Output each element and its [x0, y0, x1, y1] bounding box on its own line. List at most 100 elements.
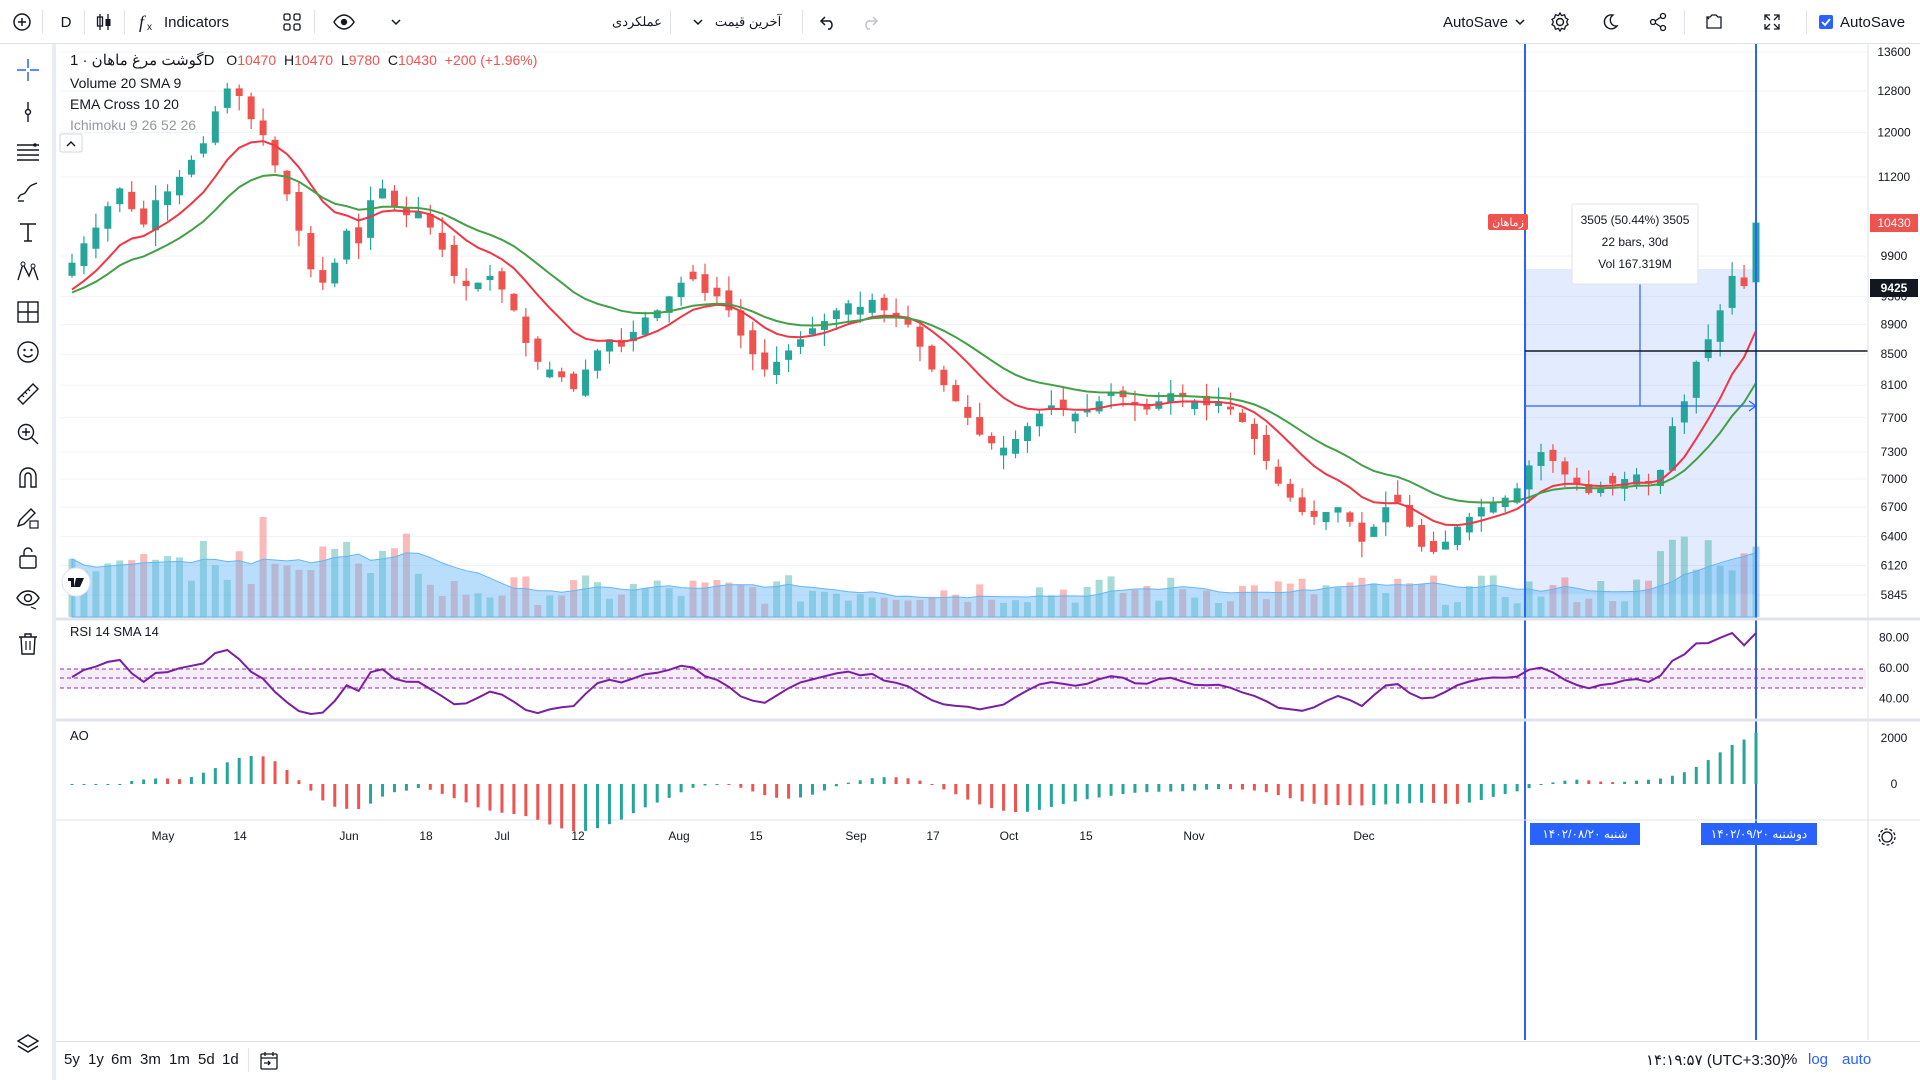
range-1m[interactable]: 1m: [169, 1051, 190, 1068]
range-5d[interactable]: 5d: [198, 1051, 215, 1068]
autosave-dropdown[interactable]: AutoSave: [1442, 13, 1508, 31]
volume-bar: [1513, 603, 1521, 617]
ruler-icon[interactable]: [12, 378, 44, 410]
candle-body: [701, 274, 709, 293]
pattern-tool-icon[interactable]: [12, 256, 44, 288]
ao-bar: [990, 784, 994, 809]
range-6m[interactable]: 6m: [111, 1051, 132, 1068]
rsi-label: RSI 14 SMA 14: [70, 624, 159, 639]
volume-bar: [462, 594, 470, 617]
fullscreen-icon[interactable]: [1758, 8, 1786, 36]
indicators-button[interactable]: Indicators: [164, 13, 230, 31]
time-axis[interactable]: May 14 Jun 18 Jul 12 Aug 15 Sep 17 Oct 15 Nov Dec: [152, 829, 1375, 843]
volume-legend[interactable]: Volume 20 SMA 9: [70, 75, 182, 91]
volume-bar: [1119, 592, 1127, 617]
undo-icon[interactable]: [814, 8, 842, 36]
object-tree-layers-icon[interactable]: [12, 1028, 44, 1060]
chevron-down-icon[interactable]: [384, 8, 408, 36]
range-3m[interactable]: 3m: [140, 1051, 161, 1068]
time-axis-settings-icon[interactable]: [1878, 828, 1896, 846]
autosave-checkbox-label[interactable]: AutoSave: [1840, 13, 1906, 31]
candle-body: [582, 369, 590, 396]
chevron-down-icon[interactable]: [1510, 8, 1530, 36]
performance-button[interactable]: عملکردی: [612, 14, 662, 29]
chart-canvas[interactable]: 3505 (50.44%) 3505 22 bars, 30d Vol 167.…: [56, 44, 1920, 1040]
chart-type-candles-icon[interactable]: [90, 8, 118, 36]
ao-bar: [870, 778, 874, 784]
ichimoku-legend[interactable]: Ichimoku 9 26 52 26: [70, 117, 197, 133]
trend-line-icon[interactable]: [12, 96, 44, 128]
interval-button[interactable]: D: [60, 13, 72, 31]
range-5y[interactable]: 5y: [64, 1051, 80, 1068]
percent-toggle[interactable]: %: [1784, 1051, 1798, 1068]
crosshair-icon[interactable]: [12, 54, 44, 86]
candle-body: [128, 191, 136, 210]
price-axis[interactable]: 1360012800120001120099009300890085008100…: [1877, 45, 1911, 602]
horizontal-lines-icon[interactable]: [12, 136, 44, 168]
candle-body: [187, 159, 195, 175]
ao-bar: [106, 784, 110, 785]
goto-date-icon[interactable]: [258, 1050, 280, 1076]
lock-icon[interactable]: [12, 542, 44, 574]
text-tool-icon[interactable]: [12, 216, 44, 248]
collapse-legend-button[interactable]: [59, 133, 83, 153]
candle-body: [80, 243, 88, 267]
symbol-title[interactable]: گوشت مرغ ماهان · 1D: [70, 52, 215, 69]
log-toggle[interactable]: log: [1808, 1051, 1829, 1068]
candle-body: [1489, 502, 1497, 513]
autosave-checkbox[interactable]: [1818, 8, 1834, 36]
chevron-down-icon[interactable]: [686, 8, 710, 36]
ao-bar: [333, 784, 337, 807]
ema-legend[interactable]: EMA Cross 10 20: [70, 96, 179, 112]
volume-bar: [1191, 597, 1199, 617]
candle-body: [1083, 409, 1091, 413]
trash-icon[interactable]: [12, 628, 44, 660]
brush-icon[interactable]: [12, 176, 44, 208]
visibility-eye-icon[interactable]: [330, 8, 358, 36]
price-tick-label: 6120: [1881, 558, 1908, 572]
emoji-icon[interactable]: [12, 336, 44, 368]
redo-icon[interactable]: [856, 8, 884, 36]
templates-grid-icon[interactable]: [278, 8, 306, 36]
snapshot-icon[interactable]: [1700, 8, 1728, 36]
volume-bar: [1537, 596, 1545, 617]
theme-moon-icon[interactable]: [1596, 8, 1624, 36]
clock-timezone[interactable]: ۱۴:۱۹:۵۷ (UTC+3:30): [1646, 1052, 1786, 1069]
zoom-in-icon[interactable]: [12, 418, 44, 450]
candle-body: [558, 371, 566, 378]
rsi-tick-label: 60.00: [1879, 661, 1909, 675]
ao-bar: [440, 784, 444, 794]
rsi-tick-label: 80.00: [1879, 631, 1909, 645]
range-1y[interactable]: 1y: [88, 1051, 104, 1068]
time-axis-label: Aug: [668, 829, 689, 843]
prediction-tool-icon[interactable]: [12, 296, 44, 328]
ao-bar: [846, 782, 850, 784]
candle-body: [1346, 512, 1354, 522]
volume-bar: [1274, 581, 1282, 617]
price-type-dropdown[interactable]: آخرین قیمت: [714, 14, 782, 29]
auto-toggle[interactable]: auto: [1842, 1051, 1872, 1068]
candle-body: [1430, 541, 1438, 552]
time-axis-label: Jul: [494, 829, 509, 843]
candle-body: [68, 262, 76, 276]
lock-drawing-pencil-icon[interactable]: [12, 502, 44, 534]
time-axis-label: Dec: [1353, 829, 1374, 843]
share-icon[interactable]: [1644, 8, 1672, 36]
volume-bar: [617, 594, 625, 617]
ao-bar: [1217, 784, 1221, 790]
volume-bar: [582, 575, 590, 617]
add-symbol-icon[interactable]: [8, 8, 36, 36]
candle-body: [952, 385, 960, 402]
candle-body: [832, 310, 840, 320]
time-axis-label: Oct: [1000, 829, 1019, 843]
volume-bar: [820, 591, 828, 617]
candle-body: [546, 369, 554, 378]
range-1d[interactable]: 1d: [222, 1051, 239, 1068]
volume-bar: [175, 557, 183, 617]
settings-gear-icon[interactable]: [1546, 8, 1574, 36]
hide-drawings-eye-icon[interactable]: [12, 582, 44, 614]
candle-body: [486, 275, 494, 281]
magnet-icon[interactable]: [12, 462, 44, 494]
candle-body: [1525, 465, 1533, 490]
